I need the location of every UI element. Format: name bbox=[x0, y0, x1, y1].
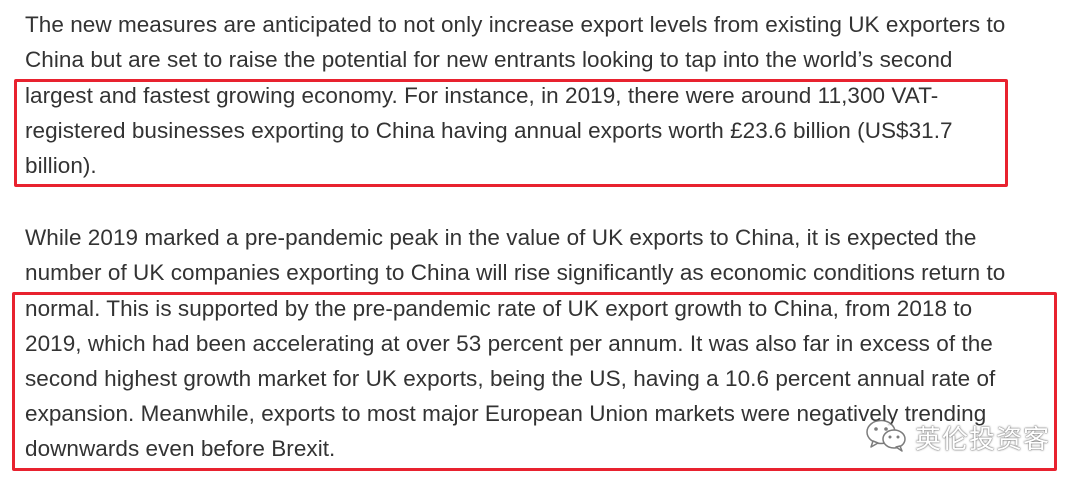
highlight-box-2 bbox=[12, 292, 1057, 471]
highlight-box-1 bbox=[14, 79, 1008, 187]
paragraph-line: number of UK companies exporting to Chin… bbox=[25, 260, 1006, 285]
paragraph-line: While 2019 marked a pre-pandemic peak in… bbox=[25, 225, 977, 250]
paragraph-line: China but are set to raise the potential… bbox=[25, 47, 953, 72]
paragraph-line: second highest growth market for UK expo… bbox=[25, 366, 996, 391]
paragraph-line: The new measures are anticipated to not … bbox=[25, 12, 1006, 37]
paragraph-line: registered businesses exporting to China… bbox=[25, 118, 953, 143]
paragraph-line: normal. This is supported by the pre-pan… bbox=[25, 296, 973, 321]
paragraph-line: expansion. Meanwhile, exports to most ma… bbox=[25, 401, 987, 426]
paragraph-line: billion). bbox=[25, 153, 97, 178]
paragraph-line: downwards even before Brexit. bbox=[25, 436, 336, 461]
paragraph-line: 2019, which had been accelerating at ove… bbox=[25, 331, 993, 356]
watermark-text: 英伦投资客 bbox=[914, 425, 1050, 455]
paragraph-line: largest and fastest growing economy. For… bbox=[25, 83, 939, 108]
wechat-icon bbox=[865, 417, 907, 458]
watermark: 英伦投资客 bbox=[865, 417, 1050, 458]
